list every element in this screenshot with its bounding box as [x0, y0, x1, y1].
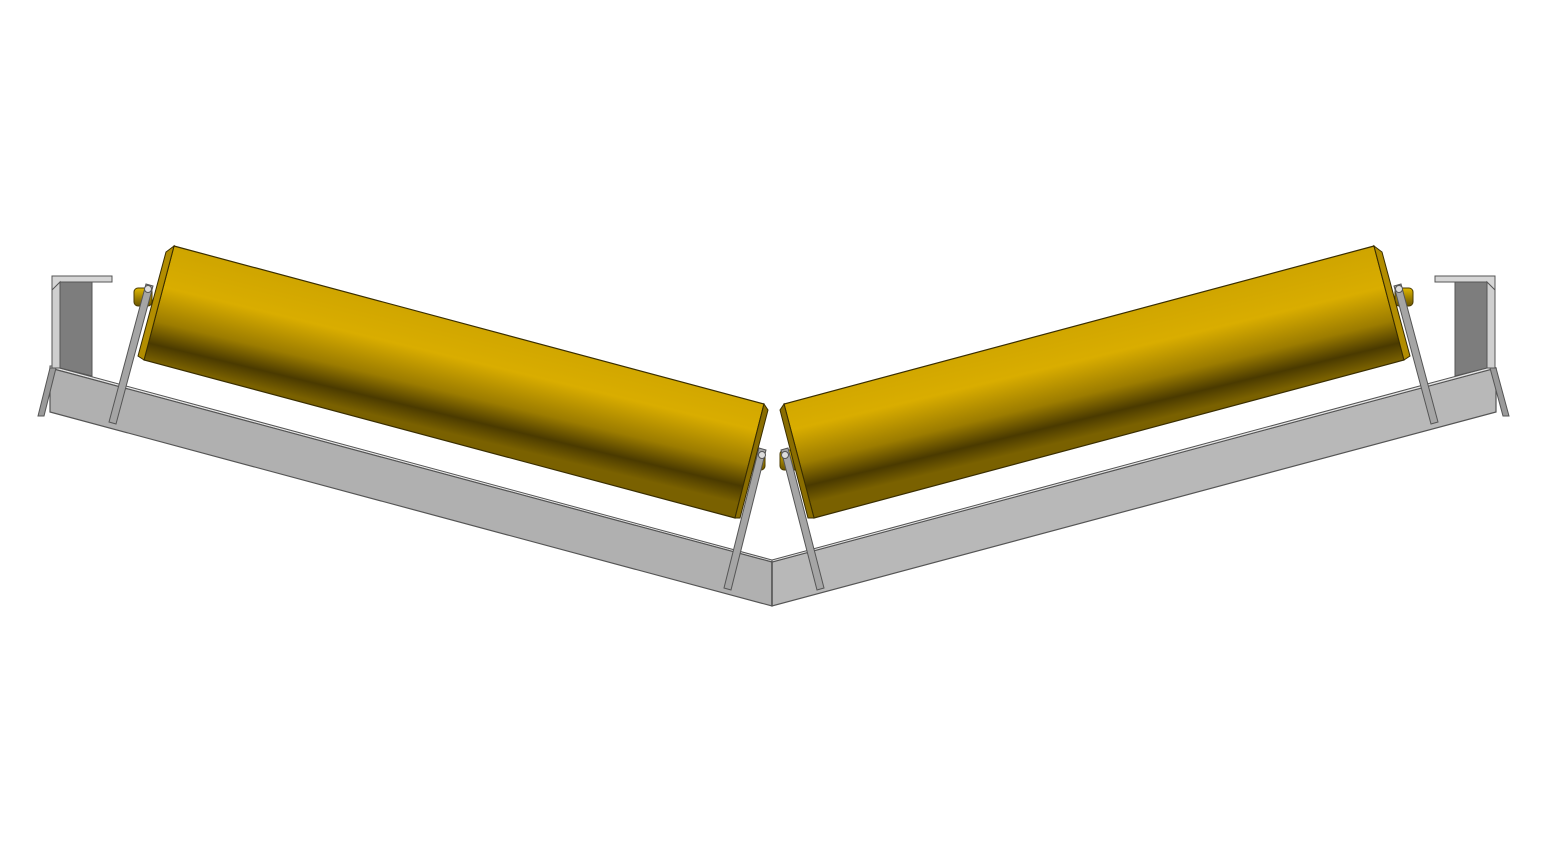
right-end-bracket — [1434, 275, 1510, 417]
left-roller-inner-cap — [734, 402, 769, 519]
left-roller-outer-cap — [137, 244, 175, 361]
right-roller — [779, 244, 1414, 519]
left-roller — [133, 244, 769, 519]
right-roller-outer-cap — [1373, 244, 1411, 361]
left-end-bracket — [37, 275, 113, 417]
right-inner-hanger-rod — [780, 447, 825, 591]
left-outer-hanger-rod — [108, 283, 154, 425]
right-outer-hanger-rod — [1393, 283, 1439, 425]
right-roller-inner-cap — [779, 402, 815, 519]
left-inner-hanger-rod — [723, 447, 767, 591]
